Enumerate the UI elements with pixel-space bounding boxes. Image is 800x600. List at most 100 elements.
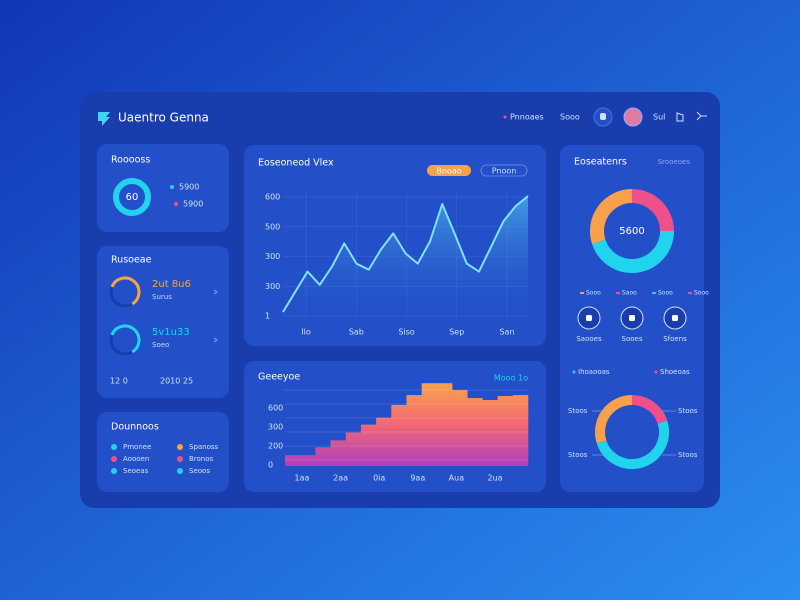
action-label[interactable]: Saooes bbox=[576, 335, 602, 343]
legend-label: 5900 bbox=[183, 200, 203, 209]
section-dot bbox=[654, 370, 658, 374]
ring bbox=[113, 178, 151, 216]
stat-value: 2ut 8u6 bbox=[152, 279, 191, 290]
x-label: Siso bbox=[398, 328, 414, 337]
stat-value: 5v1u33 bbox=[152, 327, 190, 338]
area-column bbox=[406, 395, 422, 466]
legend-label: Seoos bbox=[189, 467, 210, 475]
donut-label: Stoos bbox=[568, 407, 588, 415]
x-label: 1aa bbox=[295, 474, 310, 483]
action-icon bbox=[629, 315, 635, 321]
legend-dot bbox=[174, 202, 178, 206]
line bbox=[282, 195, 529, 313]
footer-text: 2010 25 bbox=[160, 377, 193, 386]
area-column bbox=[376, 417, 392, 466]
x-label: 2ua bbox=[487, 474, 502, 483]
donut-segment bbox=[596, 420, 669, 469]
area-column bbox=[330, 440, 347, 466]
y-label: 300 bbox=[265, 252, 280, 261]
legend-dot bbox=[177, 468, 183, 474]
legend-label: 5900 bbox=[179, 183, 199, 192]
card-subtitle: Srooeoes bbox=[658, 158, 691, 166]
icon[interactable] bbox=[676, 112, 684, 122]
donut-segment bbox=[595, 395, 633, 444]
legend-dot bbox=[111, 468, 117, 474]
area-column bbox=[467, 398, 483, 466]
area-column bbox=[360, 424, 377, 466]
legend-label: Bronos bbox=[189, 455, 214, 463]
card bbox=[97, 412, 229, 492]
action-icon bbox=[672, 315, 678, 321]
footer-text: 12 0 bbox=[110, 377, 128, 386]
area-column bbox=[452, 390, 468, 466]
action-icon bbox=[586, 315, 592, 321]
card-title: Geeeyoe bbox=[258, 372, 300, 383]
x-label: Sab bbox=[349, 328, 364, 337]
y-label: 200 bbox=[268, 442, 283, 451]
action-label[interactable]: Sooes bbox=[622, 335, 643, 343]
stat-sub: Soeo bbox=[152, 341, 169, 349]
area-column bbox=[436, 383, 453, 466]
legend-dot bbox=[111, 444, 117, 450]
toggle[interactable] bbox=[480, 164, 528, 177]
donut-label: Stoos bbox=[678, 451, 698, 459]
ring-arc bbox=[110, 324, 141, 354]
y-label: 0 bbox=[268, 461, 273, 470]
donut-label: Stoos bbox=[568, 451, 588, 459]
legend-dot bbox=[177, 456, 183, 462]
toggle-active[interactable] bbox=[427, 165, 471, 176]
avatar[interactable] bbox=[623, 107, 643, 127]
x-label: San bbox=[499, 328, 514, 337]
donut-segment bbox=[590, 189, 633, 244]
area-column bbox=[345, 432, 362, 466]
area-column bbox=[300, 455, 316, 466]
legend-label: Seoeas bbox=[123, 467, 149, 475]
y-label: 300 bbox=[265, 282, 280, 291]
card-title: Eoseatenrs bbox=[574, 157, 627, 168]
legend-label: Pmonee bbox=[123, 443, 151, 451]
section-label: Shoeoas bbox=[660, 368, 690, 376]
stat-sub: Surus bbox=[152, 293, 172, 301]
donut-segment bbox=[592, 230, 674, 273]
y-label: 600 bbox=[268, 404, 283, 413]
section-label: Ihoaooas bbox=[578, 368, 610, 376]
user-name[interactable]: Sul bbox=[653, 113, 665, 122]
icon[interactable] bbox=[696, 111, 707, 121]
y-label: 1 bbox=[265, 312, 270, 321]
legend-label: Spanoss bbox=[189, 443, 219, 451]
nav-item[interactable]: Pnnoaes bbox=[510, 113, 544, 122]
legend-label: Aoooen bbox=[123, 455, 149, 463]
action-label[interactable]: Sfoens bbox=[663, 335, 687, 343]
area-column bbox=[315, 447, 331, 466]
legend-dot bbox=[111, 456, 117, 462]
legend-dot bbox=[177, 444, 183, 450]
bell-icon bbox=[600, 113, 606, 120]
legend-label: Sooo bbox=[658, 290, 673, 297]
ring-arc bbox=[110, 276, 141, 306]
chevron[interactable] bbox=[213, 337, 218, 343]
donut-segment bbox=[631, 189, 674, 232]
x-label: Aua bbox=[449, 474, 465, 483]
toggle-label[interactable]: Pnoon bbox=[492, 167, 517, 176]
area-column bbox=[391, 404, 407, 466]
y-label: 300 bbox=[268, 423, 283, 432]
toggle-label[interactable]: Bnoao bbox=[436, 167, 461, 176]
x-label: 9aa bbox=[410, 474, 425, 483]
x-label: Ilo bbox=[301, 328, 311, 337]
donut-label: Stoos bbox=[678, 407, 698, 415]
card-title: Eoseoneod Vlex bbox=[258, 158, 334, 169]
donut-center: 5600 bbox=[619, 226, 644, 237]
area-column bbox=[482, 399, 498, 466]
y-label: 600 bbox=[265, 193, 280, 202]
area-column bbox=[285, 455, 301, 466]
nav-item[interactable]: Sooo bbox=[560, 113, 580, 122]
area-column bbox=[497, 396, 514, 466]
area-column bbox=[421, 383, 438, 466]
chevron[interactable] bbox=[213, 289, 218, 295]
x-label: 2aa bbox=[333, 474, 348, 483]
legend-dot bbox=[170, 185, 174, 189]
x-label: Sep bbox=[449, 328, 464, 337]
legend-label: Saoo bbox=[622, 290, 637, 297]
